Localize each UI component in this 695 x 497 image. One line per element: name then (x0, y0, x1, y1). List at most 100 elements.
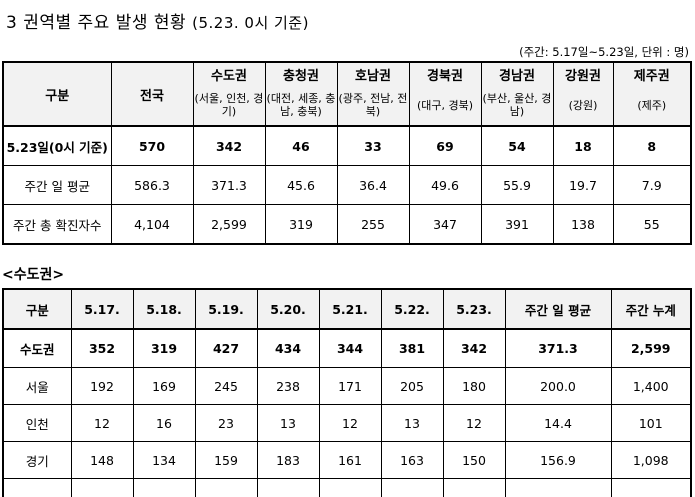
table-cell: 45.6 (265, 166, 337, 205)
header-cell: 5.22. (381, 289, 443, 329)
table-cell: 171 (319, 368, 381, 405)
row-label: 인천 (3, 405, 71, 442)
table-cell: 180 (443, 368, 505, 405)
table-cell: 101 (611, 405, 691, 442)
table-row: 수도권 352 319 427 434 344 381 342 371.3 2,… (3, 329, 691, 368)
header-region-name: 강원권 (553, 62, 613, 85)
table-cell: 434 (257, 329, 319, 368)
header-region-name: 경북권 (409, 62, 481, 85)
row-label: 경기 (3, 442, 71, 479)
table-cell: 16 (133, 405, 195, 442)
table-cell: 169 (133, 368, 195, 405)
table-row: 5.23일(0시 기준) 570 342 46 33 69 54 18 8 (3, 126, 691, 166)
header-region-name: 수도권 (193, 62, 265, 85)
table-cell: 54 (481, 126, 553, 166)
header-cell: 5.17. (71, 289, 133, 329)
table-cell: 586.3 (111, 166, 193, 205)
header-region-sub: (대전, 세종, 충남, 충북) (265, 85, 337, 126)
table-cell: 69 (409, 126, 481, 166)
header-cell: 5.20. (257, 289, 319, 329)
header-region-sub: (대구, 경북) (409, 85, 481, 126)
table-cell: 159 (195, 442, 257, 479)
table-cell: 55 (613, 205, 691, 245)
table-cell: 342 (193, 126, 265, 166)
row-label: 서울 (3, 368, 71, 405)
header-region-name: 충청권 (265, 62, 337, 85)
table-cell: 391 (481, 205, 553, 245)
table-cell: 14.4 (505, 405, 611, 442)
table-cell: 183 (257, 442, 319, 479)
table-cell: 12 (71, 405, 133, 442)
table-row-cut (3, 479, 691, 497)
table-cell: 319 (265, 205, 337, 245)
table-cell: 156.9 (505, 442, 611, 479)
table-cell: 163 (381, 442, 443, 479)
table-cell: 12 (319, 405, 381, 442)
row-label: 주간 일 평균 (3, 166, 111, 205)
table-cell: 238 (257, 368, 319, 405)
table-row: 주간 총 확진자수 4,104 2,599 319 255 347 391 13… (3, 205, 691, 245)
table-cell: 23 (195, 405, 257, 442)
table-row: 주간 일 평균 586.3 371.3 45.6 36.4 49.6 55.9 … (3, 166, 691, 205)
table-cell: 427 (195, 329, 257, 368)
header-region-sub: (제주) (613, 85, 691, 126)
header-cell: 구분 (3, 289, 71, 329)
table-cell: 344 (319, 329, 381, 368)
section-title-main: 3 권역별 주요 발생 현황 (6, 13, 186, 33)
table-cell: 352 (71, 329, 133, 368)
table-cell: 1,098 (611, 442, 691, 479)
header-cell: 5.18. (133, 289, 195, 329)
table-cell: 148 (71, 442, 133, 479)
table-cell: 7.9 (613, 166, 691, 205)
header-category: 구분 (3, 62, 111, 126)
section-title-sub: (5.23. 0시 기준) (192, 14, 309, 32)
header-cell: 5.23. (443, 289, 505, 329)
row-label: 주간 총 확진자수 (3, 205, 111, 245)
row-label: 수도권 (3, 329, 71, 368)
unit-note: (주간: 5.17일~5.23일, 단위 : 명) (519, 44, 689, 60)
table-cell: 55.9 (481, 166, 553, 205)
header-cell: 주간 일 평균 (505, 289, 611, 329)
table-cell: 4,104 (111, 205, 193, 245)
header-region-name: 제주권 (613, 62, 691, 85)
table-cell: 205 (381, 368, 443, 405)
capital-daily-table: 구분 5.17. 5.18. 5.19. 5.20. 5.21. 5.22. 5… (2, 288, 692, 497)
table-cell: 13 (381, 405, 443, 442)
table-cell: 342 (443, 329, 505, 368)
table-cell: 161 (319, 442, 381, 479)
row-label: 5.23일(0시 기준) (3, 126, 111, 166)
table-cell: 2,599 (611, 329, 691, 368)
table-cell: 255 (337, 205, 409, 245)
table-cell: 347 (409, 205, 481, 245)
table-header-row: 구분 5.17. 5.18. 5.19. 5.20. 5.21. 5.22. 5… (3, 289, 691, 329)
header-national: 전국 (111, 62, 193, 126)
header-region-sub: (강원) (553, 85, 613, 126)
table-cell: 319 (133, 329, 195, 368)
table-cell: 18 (553, 126, 613, 166)
table-cell: 570 (111, 126, 193, 166)
table-cell: 8 (613, 126, 691, 166)
table-cell: 2,599 (193, 205, 265, 245)
header-region-sub: (부산, 울산, 경남) (481, 85, 553, 126)
table-cell: 371.3 (193, 166, 265, 205)
header-region-sub: (광주, 전남, 전북) (337, 85, 409, 126)
header-region-sub: (서울, 인천, 경기) (193, 85, 265, 126)
header-cell: 5.19. (195, 289, 257, 329)
table-cell: 200.0 (505, 368, 611, 405)
section-title: 3 권역별 주요 발생 현황 (5.23. 0시 기준) (6, 8, 309, 33)
header-cell: 주간 누계 (611, 289, 691, 329)
table-cell: 12 (443, 405, 505, 442)
table-cell: 371.3 (505, 329, 611, 368)
header-cell: 5.21. (319, 289, 381, 329)
header-region-name: 경남권 (481, 62, 553, 85)
table-row: 서울 192 169 245 238 171 205 180 200.0 1,4… (3, 368, 691, 405)
table-cell: 33 (337, 126, 409, 166)
table-cell: 13 (257, 405, 319, 442)
capital-section-label: <수도권> (2, 264, 64, 284)
table-cell: 36.4 (337, 166, 409, 205)
table-row: 인천 12 16 23 13 12 13 12 14.4 101 (3, 405, 691, 442)
table-cell: 192 (71, 368, 133, 405)
table-cell: 150 (443, 442, 505, 479)
table-cell: 49.6 (409, 166, 481, 205)
table-cell: 46 (265, 126, 337, 166)
